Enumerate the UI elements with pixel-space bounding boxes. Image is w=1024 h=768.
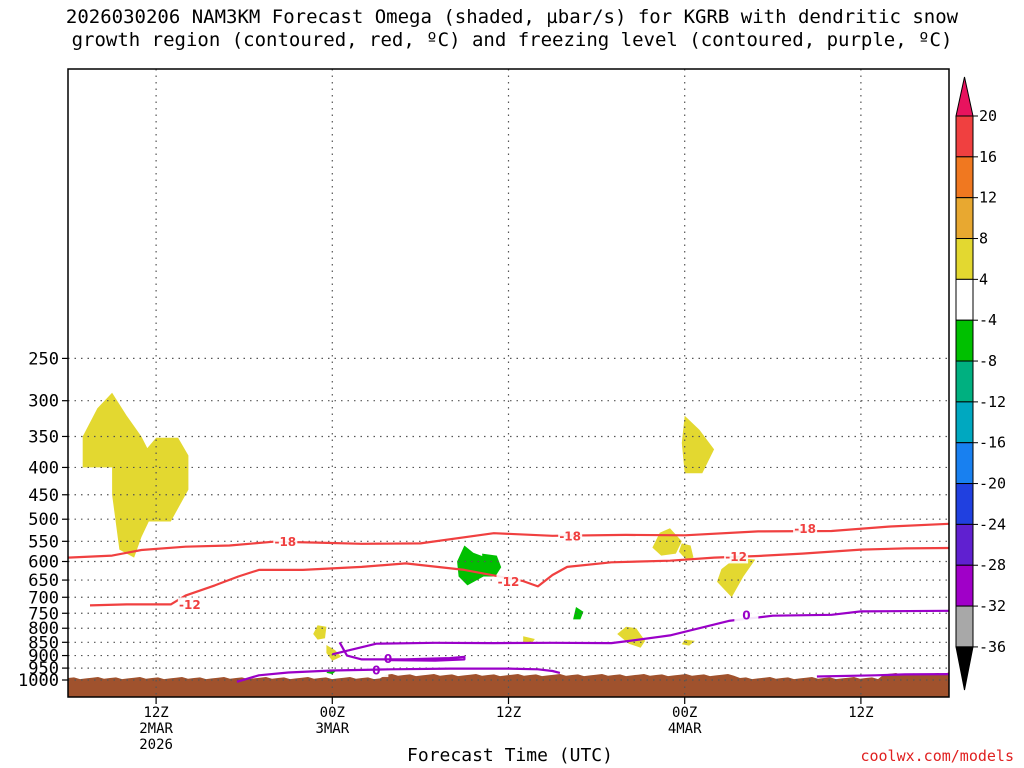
surface-terrain [68,672,949,697]
colorbar-box-10 [955,523,974,566]
contour-label-bg [273,534,298,549]
x-tick-label-0-2: 2026 [139,737,173,753]
colorbar-label-4: 4 [979,270,988,288]
y-tick-label-650: 650 [28,571,59,591]
colorbar-box-4 [955,278,974,321]
omega-region-positive-2 [652,528,682,556]
contour-label-1-2: -12 [725,550,747,564]
title-line-2: growth region (contoured, red, ºC) and f… [71,29,953,51]
contour-label-1-0: -12 [179,598,201,612]
y-tick-label-750: 750 [28,604,59,624]
y-tick-label-350: 350 [28,427,59,447]
y-tick-label-450: 450 [28,486,59,506]
contour-label-0-1: -18 [559,529,581,543]
x-axis-label: Forecast Time (UTC) [407,745,613,766]
contour-line-0 [68,522,949,559]
x-tick-label-3-1: 4MAR [668,721,702,737]
x-tick-label-4-0: 12Z [848,705,873,721]
colorbar-box-6 [955,360,974,403]
omega-region-positive-8 [523,636,535,643]
omega-region-negative-10 [457,545,487,586]
omega-region-negative-12 [573,607,584,620]
contour-line-2 [332,609,949,656]
chart-title: 2026030206 NAM3KM Forecast Omega (shaded… [0,6,1024,52]
grid [68,69,949,697]
colorbar-label-9: -20 [979,475,1006,493]
y-tick-label-800: 800 [28,619,59,639]
omega-region-positive-6 [313,625,327,640]
y-tick-label-550: 550 [28,532,59,552]
y-tick-label-900: 900 [28,647,59,667]
colorbar-label-3: 8 [979,230,988,248]
colorbar-box-0 [955,115,974,158]
credit-link[interactable]: coolwx.com/models [860,747,1014,765]
colorbar-cap-top [955,76,974,117]
y-tick-label-500: 500 [28,510,59,530]
y-tick-label-850: 850 [28,633,59,653]
omega-region-positive-3 [678,543,694,560]
title-line-1: 2026030206 NAM3KM Forecast Omega (shaded… [65,6,959,28]
contour-label-bg [177,597,202,612]
colorbar-label-12: -32 [979,597,1006,615]
contour-line-5 [816,673,949,678]
colorbar-box-7 [955,401,974,444]
omega-region-positive-1 [681,415,715,474]
y-tick-label-400: 400 [28,458,59,478]
colorbar-box-5 [955,319,974,362]
colorbar-label-2: 12 [979,189,997,207]
colorbar-label-6: -8 [979,352,997,370]
colorbar-label-1: 16 [979,148,997,166]
colorbar-box-1 [955,156,974,199]
contour-label-2-2: 0 [742,609,750,623]
y-tick-label-1000: 1000 [18,671,59,691]
contour-label-bg [793,521,818,536]
omega-region-positive-0 [82,392,189,558]
contour-line-4 [338,641,466,662]
contour-label-bg [724,549,749,564]
y-tick-label-250: 250 [28,349,59,369]
contour-label-0-2: -18 [794,522,816,536]
contour-label-1-1: -12 [498,575,520,589]
colorbar-box-11 [955,564,974,607]
colorbar-label-11: -28 [979,556,1006,574]
colorbar-label-5: -4 [979,311,997,329]
colorbar-box-12 [955,605,974,648]
colorbar-box-8 [955,442,974,485]
omega-shading [82,392,756,675]
colorbar-label-13: -36 [979,638,1006,656]
colorbar-label-7: -12 [979,393,1006,411]
x-tick-label-0-1: 2MAR [139,721,173,737]
contour-line-3 [236,667,561,683]
contour-label-bg [558,528,583,543]
colorbar-label-8: -16 [979,434,1006,452]
contour-label-0-0: -18 [274,535,296,549]
pressure-axis: 2503003504004505005506006507007508008509… [18,349,68,691]
x-tick-label-1-1: 3MAR [315,721,349,737]
contour-label-bg [496,574,521,589]
colorbar: 20 16 12 8 4 -4 -8 -12 -16 -20 -24 -28 -32 -36 [955,76,1006,691]
colorbar-label-10: -24 [979,515,1006,533]
y-tick-label-300: 300 [28,392,59,412]
omega-region-positive-4 [717,557,756,598]
x-tick-label-3-0: 00Z [672,705,697,721]
colorbar-cap-bottom [955,646,974,691]
y-tick-label-950: 950 [28,659,59,679]
colorbar-box-3 [955,238,974,280]
omega-region-positive-5 [617,626,646,648]
colorbar-label-0: 20 [979,107,997,125]
surface-band [68,672,949,697]
colorbar-box-9 [955,483,974,525]
contour-label-bg [734,608,759,623]
colorbar-box-2 [955,197,974,240]
y-tick-label-600: 600 [28,552,59,572]
x-tick-label-0-0: 12Z [143,705,168,721]
omega-region-negative-11 [482,553,502,577]
x-tick-label-2-0: 12Z [496,705,521,721]
y-tick-label-700: 700 [28,588,59,608]
x-tick-label-1-0: 00Z [320,705,345,721]
